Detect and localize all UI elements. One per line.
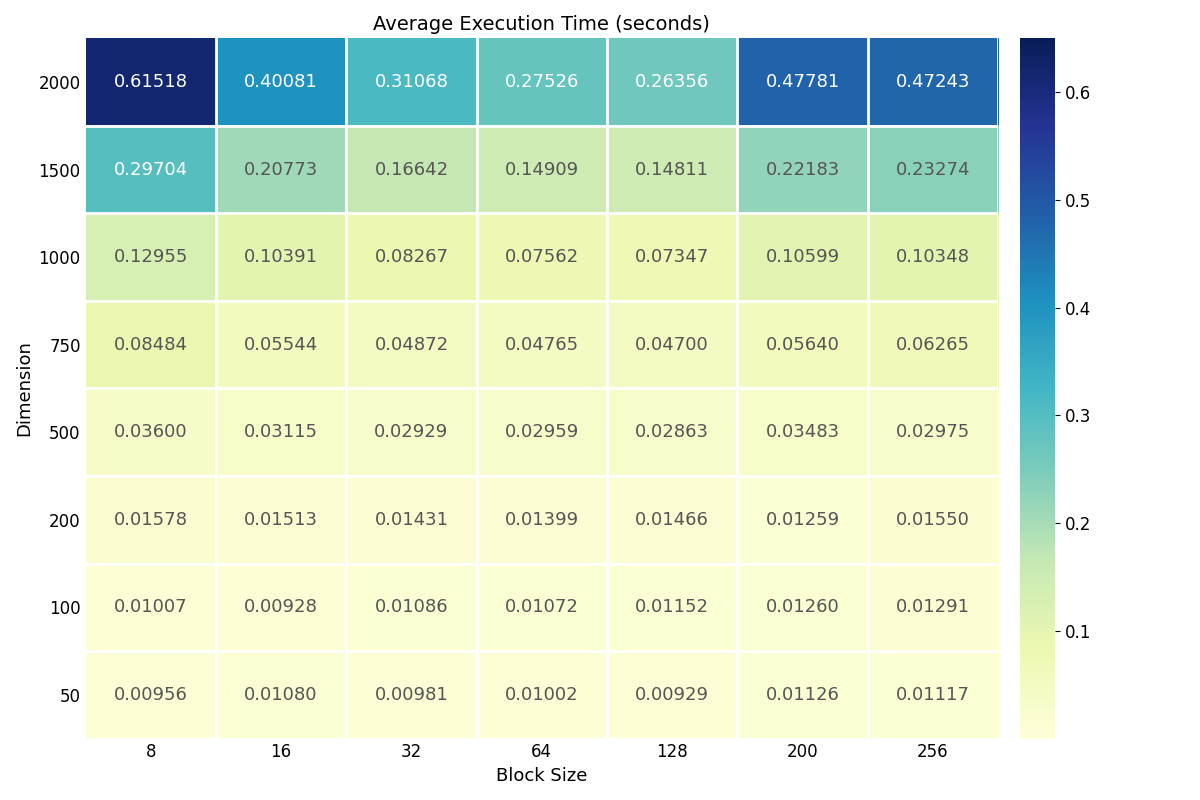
Text: 0.02959: 0.02959 xyxy=(505,423,578,442)
Text: 0.00928: 0.00928 xyxy=(244,598,318,616)
Text: 0.00981: 0.00981 xyxy=(374,686,449,704)
Text: 0.01152: 0.01152 xyxy=(635,598,709,616)
Text: 0.61518: 0.61518 xyxy=(114,73,187,91)
Text: 0.12955: 0.12955 xyxy=(114,248,188,266)
Text: 0.01291: 0.01291 xyxy=(896,598,970,616)
Text: 0.01007: 0.01007 xyxy=(114,598,187,616)
Text: 0.31068: 0.31068 xyxy=(374,73,449,91)
Text: 0.01466: 0.01466 xyxy=(635,510,709,529)
Text: 0.01259: 0.01259 xyxy=(766,510,840,529)
Text: 0.05640: 0.05640 xyxy=(766,336,840,354)
Title: Average Execution Time (seconds): Average Execution Time (seconds) xyxy=(373,15,710,34)
Text: 0.29704: 0.29704 xyxy=(114,161,188,178)
X-axis label: Block Size: Block Size xyxy=(496,767,588,785)
Text: 0.02929: 0.02929 xyxy=(374,423,449,442)
Text: 0.01080: 0.01080 xyxy=(245,686,318,704)
Text: 0.01260: 0.01260 xyxy=(766,598,840,616)
Text: 0.14811: 0.14811 xyxy=(635,161,709,178)
Text: 0.01002: 0.01002 xyxy=(505,686,578,704)
Text: 0.06265: 0.06265 xyxy=(896,336,970,354)
Text: 0.00929: 0.00929 xyxy=(635,686,709,704)
Text: 0.08267: 0.08267 xyxy=(374,248,449,266)
Text: 0.04700: 0.04700 xyxy=(635,336,709,354)
Text: 0.04765: 0.04765 xyxy=(505,336,578,354)
Text: 0.01550: 0.01550 xyxy=(896,510,970,529)
Text: 0.05544: 0.05544 xyxy=(244,336,318,354)
Text: 0.01431: 0.01431 xyxy=(374,510,449,529)
Text: 0.01578: 0.01578 xyxy=(114,510,187,529)
Text: 0.01399: 0.01399 xyxy=(505,510,578,529)
Text: 0.07562: 0.07562 xyxy=(505,248,578,266)
Text: 0.10391: 0.10391 xyxy=(244,248,318,266)
Text: 0.14909: 0.14909 xyxy=(505,161,578,178)
Text: 0.47243: 0.47243 xyxy=(895,73,970,91)
Text: 0.04872: 0.04872 xyxy=(374,336,449,354)
Text: 0.03600: 0.03600 xyxy=(114,423,187,442)
Text: 0.02863: 0.02863 xyxy=(635,423,709,442)
Text: 0.07347: 0.07347 xyxy=(635,248,709,266)
Text: 0.27526: 0.27526 xyxy=(505,73,580,91)
Text: 0.16642: 0.16642 xyxy=(374,161,449,178)
Text: 0.01117: 0.01117 xyxy=(896,686,970,704)
Y-axis label: Dimension: Dimension xyxy=(14,341,34,436)
Text: 0.03483: 0.03483 xyxy=(766,423,840,442)
Text: 0.10599: 0.10599 xyxy=(766,248,840,266)
Text: 0.40081: 0.40081 xyxy=(245,73,318,91)
Text: 0.01086: 0.01086 xyxy=(374,598,449,616)
Text: 0.23274: 0.23274 xyxy=(895,161,970,178)
Text: 0.03115: 0.03115 xyxy=(244,423,318,442)
Text: 0.08484: 0.08484 xyxy=(114,336,187,354)
Text: 0.26356: 0.26356 xyxy=(635,73,709,91)
Text: 0.01513: 0.01513 xyxy=(244,510,318,529)
Text: 0.01126: 0.01126 xyxy=(766,686,840,704)
Text: 0.20773: 0.20773 xyxy=(244,161,318,178)
Text: 0.47781: 0.47781 xyxy=(766,73,840,91)
Text: 0.01072: 0.01072 xyxy=(505,598,578,616)
Text: 0.02975: 0.02975 xyxy=(895,423,970,442)
Text: 0.22183: 0.22183 xyxy=(766,161,840,178)
Text: 0.00956: 0.00956 xyxy=(114,686,187,704)
Text: 0.10348: 0.10348 xyxy=(896,248,970,266)
